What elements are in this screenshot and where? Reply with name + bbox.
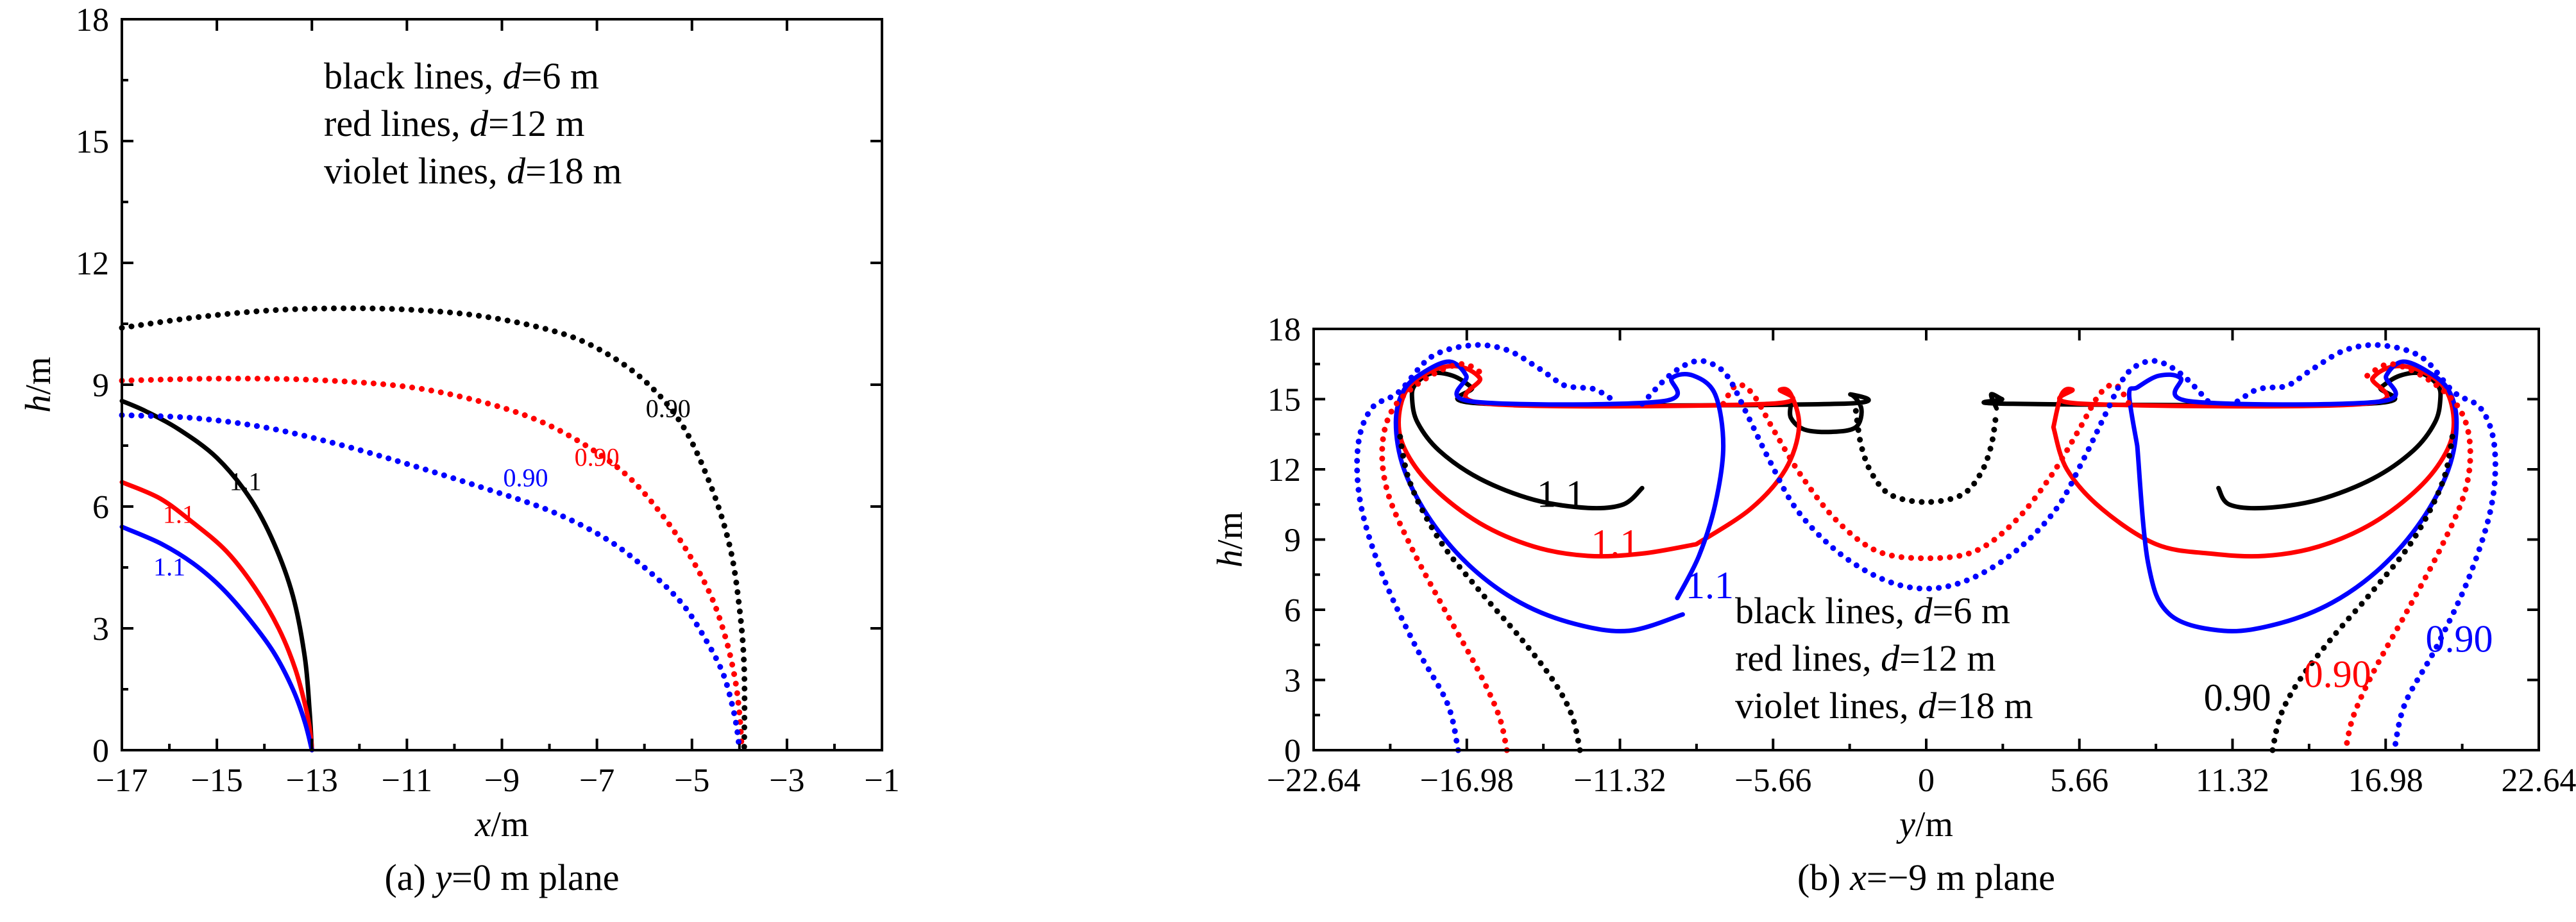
panel-b-legend-entry: red lines, d=12 m <box>1735 637 1996 679</box>
panel-b-series-12-line <box>1354 342 1618 753</box>
panel-a-x-tick-label: −3 <box>769 762 804 799</box>
panel-a-x-tick-label: −15 <box>191 762 242 799</box>
panel-a-x-tick-label: −9 <box>484 762 520 799</box>
panel-b-series-8-line <box>2269 424 2457 753</box>
panel-b-y-tick-label: 3 <box>1284 663 1301 700</box>
panel-b-y-tick-label: 15 <box>1267 382 1301 419</box>
panel-a-contour-label: 0.90 <box>504 463 548 492</box>
panel-a-y-tick-label: 12 <box>76 246 109 282</box>
panel-a-plot: −17 −15 −13 −11 −9 −7 −5 −3 −1 0 3 6 9 12 15 18 x/m h/m (a… <box>19 2 900 898</box>
panel-b-contour-label: 1.1 <box>1591 522 1639 564</box>
panel-b-y-tick-label: 6 <box>1284 592 1301 629</box>
panel-a-x-tick-label: −7 <box>579 762 614 799</box>
panel-a-x-tick-label: −13 <box>286 762 338 799</box>
panel-b-legend-entry: violet lines, d=18 m <box>1735 685 2033 726</box>
panel-a-series-5-line <box>119 412 743 753</box>
panel-b-series-0-line <box>1409 370 1871 511</box>
panel-b-series-4-line <box>1393 359 1726 633</box>
panel-b-contour-label: 0.90 <box>2204 676 2271 719</box>
panel-b-x-tick-label: 16.98 <box>2348 762 2423 799</box>
panel-b-y-axis-label: h/m <box>1210 512 1250 567</box>
panel-b-series-1-line <box>1981 370 2443 511</box>
panel-a-y-tick-label: 0 <box>92 733 109 769</box>
panel-b-x-tick-label: 22.64 <box>2502 762 2576 799</box>
panel-a-legend-entry: black lines, d=6 m <box>324 55 599 97</box>
panel-a-y-tick-label: 9 <box>92 367 109 404</box>
panel-a-contour-label: 0.90 <box>575 443 620 472</box>
panel-a-x-tick-label: −17 <box>96 762 148 799</box>
panel-b-caption: (b) x=−9 m plane <box>1797 857 2055 898</box>
panel-b-contour-label: 1.1 <box>1686 564 1734 607</box>
panel-a-series-3-line <box>119 305 748 753</box>
panel-b-plot: −22.64 −16.98 −11.32 −5.66 0 5.66 11.32 16.98 22… <box>1210 312 2576 898</box>
panel-a-contour-label: 1.1 <box>163 499 195 528</box>
panel-b-y-tick-label: 18 <box>1267 312 1301 348</box>
panel-b-y-tick-label: 12 <box>1267 452 1301 489</box>
panel-a-contour-label: 0.90 <box>646 394 691 423</box>
panel-b-contour-label: 1.1 <box>1537 473 1585 515</box>
panel-a-series-0-line <box>119 398 314 753</box>
panel-b-x-tick-label: −11.32 <box>1573 762 1666 799</box>
panel-b-contour-label: 0.90 <box>2304 653 2371 695</box>
panel-b-legend-entry: black lines, d=6 m <box>1735 590 2010 632</box>
panel-a-x-tick-label: −5 <box>674 762 709 799</box>
panel-b-series-5-line <box>2126 359 2459 633</box>
panel-a-caption: (a) y=0 m plane <box>384 857 619 898</box>
panel-a-series-2-line <box>119 524 314 753</box>
panel-b-x-axis-label: y/m <box>1896 805 1953 844</box>
panel-a-x-axis-label: x/m <box>475 805 529 844</box>
panel-b-y-tick-label: 9 <box>1284 523 1301 559</box>
panel-b-x-tick-label: 0 <box>1918 762 1935 799</box>
panel-a-series-4-line <box>119 375 745 753</box>
panel-a-y-tick-label: 15 <box>76 124 109 160</box>
panel-b-series-7-line <box>1852 408 2000 505</box>
panel-b-x-tick-label: 5.66 <box>2050 762 2108 799</box>
panel-a-series-1-line <box>119 480 314 753</box>
panel-b-contour-label: 0.90 <box>2425 618 2493 660</box>
panel-b-series-14-line <box>2234 342 2498 753</box>
panel-a-y-axis-label: h/m <box>19 356 58 412</box>
panel-a-y-tick-label: 6 <box>92 489 109 526</box>
panel-b-series-9-line <box>1379 361 1510 753</box>
panel-a-legend-entry: red lines, d=12 m <box>324 103 584 144</box>
panel-b-series-6-line <box>1396 424 1583 753</box>
panel-a-y-tick-label: 18 <box>76 2 109 38</box>
panel-b-x-tick-label: 11.32 <box>2196 762 2269 799</box>
panel-b-x-tick-label: −5.66 <box>1734 762 1811 799</box>
panel-a-x-tick-label: −11 <box>382 762 432 799</box>
panel-a-contour-label: 1.1 <box>230 467 262 496</box>
panel-b-x-tick-label: −22.64 <box>1267 762 1360 799</box>
panel-b-series-13-line <box>1639 358 2214 592</box>
panel-b-x-tick-label: −16.98 <box>1420 762 1514 799</box>
panel-a-contour-label: 1.1 <box>153 553 185 582</box>
panel-b-y-tick-label: 0 <box>1284 733 1301 769</box>
panel-b-series-2-line <box>1396 364 1802 559</box>
panel-a-y-tick-label: 3 <box>92 611 109 648</box>
panel-b-series-3-line <box>2051 364 2456 559</box>
panel-a-x-tick-label: −1 <box>864 762 899 799</box>
panel-a-legend-entry: violet lines, d=18 m <box>324 150 622 192</box>
